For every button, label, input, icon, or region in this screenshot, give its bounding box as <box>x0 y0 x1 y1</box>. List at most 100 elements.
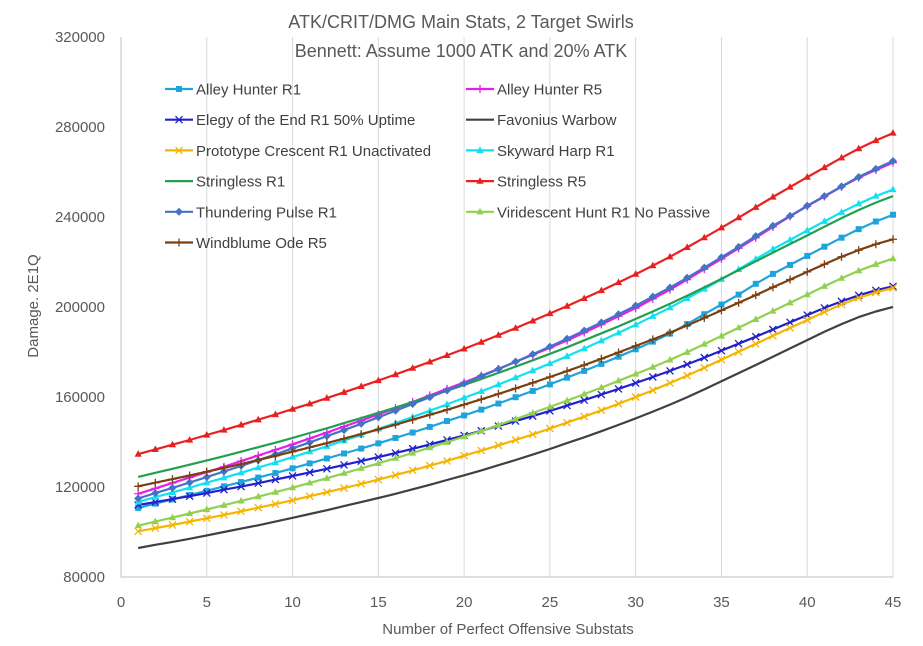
data-point <box>460 379 469 388</box>
axes: 0 5 10 15 20 25 30 35 40 45 80000 120000 160000 20000… <box>55 29 901 611</box>
data-point <box>186 509 194 517</box>
data-point <box>254 463 262 471</box>
data-point <box>597 336 605 344</box>
data-point <box>581 367 588 374</box>
data-point <box>649 312 657 319</box>
data-point <box>340 434 349 443</box>
data-point <box>631 379 640 388</box>
data-point <box>288 483 297 491</box>
data-point <box>872 192 880 199</box>
data-point <box>151 478 160 487</box>
legend-label: Thundering Pulse R1 <box>196 204 337 221</box>
data-point <box>511 415 520 422</box>
data-point <box>271 475 280 484</box>
data-point <box>374 453 383 462</box>
data-point <box>546 402 554 410</box>
data-point <box>460 432 468 440</box>
series-lines <box>134 129 897 550</box>
data-point <box>665 283 674 292</box>
data-point <box>820 260 829 269</box>
legend-entry: Thundering Pulse R1 <box>165 204 337 221</box>
data-point <box>477 338 485 345</box>
legend-label: Favonius Warbow <box>497 112 617 129</box>
series-stringless-r5 <box>134 129 897 457</box>
data-point <box>631 393 640 401</box>
data-point <box>237 468 245 476</box>
legend-entry: Stringless R5 <box>466 174 586 191</box>
data-point <box>614 376 623 384</box>
data-point <box>803 173 811 180</box>
data-point <box>889 235 897 244</box>
data-point <box>168 440 177 448</box>
data-point <box>476 85 484 93</box>
data-point <box>175 146 183 155</box>
data-point <box>305 438 314 447</box>
data-point <box>202 514 211 523</box>
data-point <box>632 320 640 328</box>
data-point <box>768 325 777 334</box>
data-point <box>203 478 211 486</box>
data-point <box>477 446 486 455</box>
data-point <box>546 381 553 388</box>
data-point <box>804 252 811 259</box>
data-point <box>237 420 245 428</box>
data-point <box>700 340 708 347</box>
data-point <box>409 429 416 436</box>
data-point <box>288 405 297 412</box>
data-point <box>649 261 657 269</box>
series-prototype-crescent-r1-unactivated <box>134 283 897 536</box>
data-point <box>752 280 759 287</box>
data-point <box>151 489 160 498</box>
data-point <box>528 350 537 359</box>
data-point <box>494 331 503 338</box>
data-point <box>323 394 331 401</box>
data-point <box>769 270 776 277</box>
data-point <box>408 466 417 475</box>
data-point <box>477 387 485 394</box>
data-point <box>391 471 400 480</box>
data-point <box>494 389 503 398</box>
data-point <box>545 342 554 351</box>
y-tick-label: 120000 <box>55 479 105 496</box>
data-point <box>889 283 897 292</box>
data-point <box>580 326 589 335</box>
data-point <box>871 240 880 249</box>
data-point <box>854 172 863 181</box>
data-point <box>632 370 640 377</box>
data-point <box>889 254 897 262</box>
data-point <box>254 415 262 423</box>
data-point <box>238 479 245 486</box>
data-point <box>151 445 159 453</box>
data-point <box>495 400 502 407</box>
data-point <box>717 355 726 364</box>
data-point <box>751 291 760 300</box>
data-point <box>306 478 314 486</box>
data-point <box>357 479 366 488</box>
data-point <box>512 394 519 401</box>
data-point <box>614 278 623 286</box>
data-point <box>871 164 880 173</box>
data-point <box>408 415 417 424</box>
data-point <box>322 432 331 441</box>
data-point <box>546 309 554 317</box>
data-point <box>374 413 383 422</box>
data-point <box>340 426 349 435</box>
data-point <box>237 460 246 469</box>
data-point <box>563 334 572 343</box>
data-point <box>168 475 177 484</box>
data-point <box>409 364 417 371</box>
legend-entry: Windblume Ode R5 <box>165 235 327 252</box>
data-point <box>323 455 330 462</box>
data-point <box>580 361 589 370</box>
x-tick-label: 20 <box>456 594 473 611</box>
data-point <box>476 146 484 153</box>
series-line <box>137 195 894 478</box>
data-point <box>185 492 194 501</box>
data-point <box>220 483 227 490</box>
data-point <box>477 372 486 381</box>
data-point <box>375 440 382 447</box>
data-point <box>358 445 365 452</box>
data-point <box>821 243 828 250</box>
data-point <box>632 270 640 277</box>
